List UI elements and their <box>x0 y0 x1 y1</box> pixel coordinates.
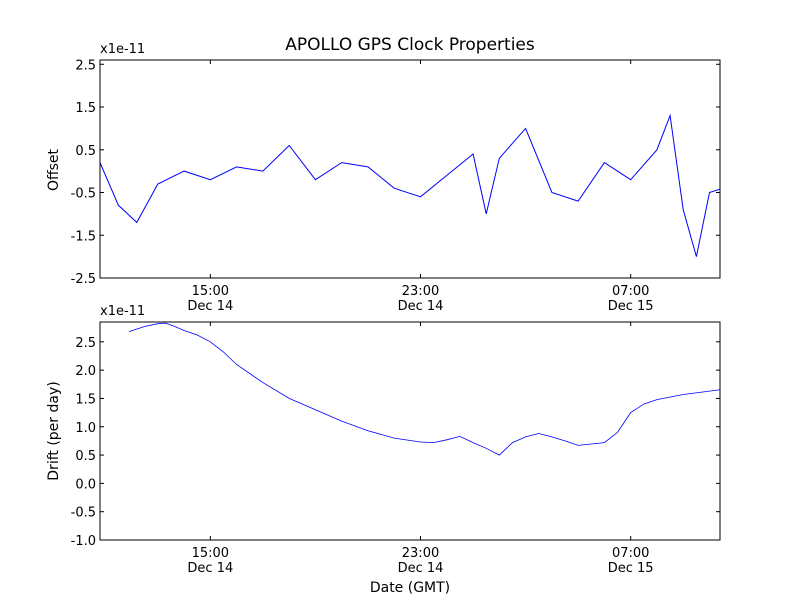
drift-series <box>128 322 720 456</box>
drift-xtick-time-label: 23:00 <box>402 546 439 561</box>
offset-xtick-date-label: Dec 15 <box>608 299 654 314</box>
drift-line <box>128 322 720 456</box>
offset-y-axis-label: Offset <box>46 148 62 191</box>
offset-panel: x1e-11 Offset -2.5 -1.5 -0.5 0.5 1.5 2.5 15:00… <box>46 42 721 314</box>
offset-series <box>100 113 720 257</box>
offset-scale-label: x1e-11 <box>100 42 145 57</box>
drift-xtick-date-label: Dec 14 <box>398 561 444 576</box>
drift-xtick-time-label: 07:00 <box>612 546 649 561</box>
offset-xtick-date-label: Dec 14 <box>398 299 444 314</box>
offset-xtick-time-label: 07:00 <box>612 284 649 299</box>
drift-ytick-label: 2.0 <box>75 364 96 379</box>
drift-ytick-label: -0.5 <box>71 506 96 521</box>
offset-ytick-label: -1.5 <box>71 229 96 244</box>
drift-y-axis-label: Drift (per day) <box>46 381 62 480</box>
x-axis-label: Date (GMT) <box>370 580 450 596</box>
drift-ytick-label: 2.5 <box>75 336 96 351</box>
drift-ytick-label: -1.0 <box>71 534 96 549</box>
offset-xtick-time-label: 15:00 <box>192 284 229 299</box>
offset-ytick-label: 1.5 <box>75 101 96 116</box>
offset-ytick-label: -2.5 <box>71 272 96 287</box>
drift-panel: x1e-11 Drift (per day) -1.0 -0.5 0.0 0.5 1.0… <box>46 304 721 596</box>
chart-title: APOLLO GPS Clock Properties <box>285 35 535 55</box>
drift-xtick-date-label: Dec 15 <box>608 561 654 576</box>
offset-xtick-time-label: 23:00 <box>402 284 439 299</box>
drift-ytick-label: 0.0 <box>75 477 96 492</box>
drift-ytick-label: 1.0 <box>75 421 96 436</box>
offset-ytick-label: 0.5 <box>75 144 96 159</box>
offset-ytick-label: -0.5 <box>71 187 96 202</box>
drift-xtick-time-label: 15:00 <box>192 546 229 561</box>
offset-plot-frame <box>99 59 721 279</box>
drift-xtick-date-label: Dec 14 <box>187 561 233 576</box>
drift-plot-frame <box>99 321 721 541</box>
drift-scale-label: x1e-11 <box>100 304 145 319</box>
offset-line <box>100 113 720 257</box>
drift-ytick-label: 1.5 <box>75 392 96 407</box>
offset-ytick-label: 2.5 <box>75 58 96 73</box>
offset-xtick-date-label: Dec 14 <box>187 299 233 314</box>
drift-ytick-label: 0.5 <box>75 449 96 464</box>
